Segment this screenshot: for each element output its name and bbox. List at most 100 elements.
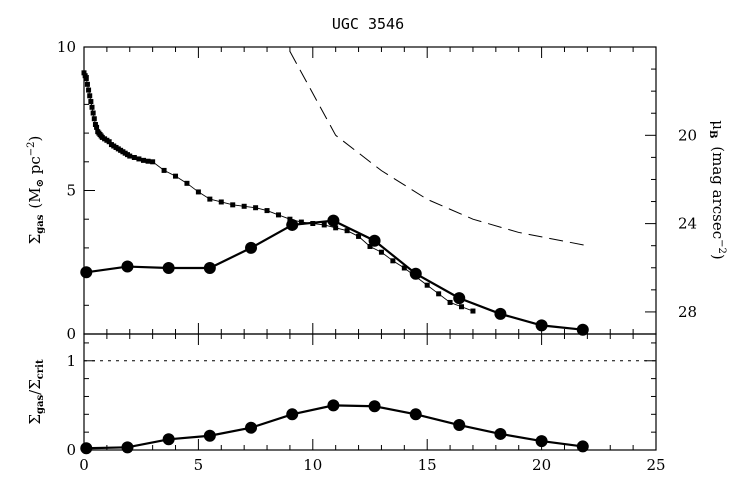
gas-profile-point xyxy=(94,124,100,130)
ratio-point xyxy=(494,427,507,440)
ratio-point xyxy=(245,421,258,434)
gas-profile-point xyxy=(264,208,270,214)
gas-density-point xyxy=(453,292,466,305)
gas-profile-point xyxy=(136,156,142,162)
bottom-panel-frame xyxy=(83,333,657,451)
ratio-point xyxy=(121,441,134,454)
gas-profile-point xyxy=(298,219,304,225)
y-tick-label-bottom: 0 xyxy=(66,441,76,459)
x-tick-label: 25 xyxy=(646,456,665,474)
gas-profile-point xyxy=(310,221,316,227)
gas-density-point xyxy=(80,266,93,279)
gas-profile-point xyxy=(253,205,259,211)
ratio-line xyxy=(86,404,583,450)
gas-profile-point xyxy=(344,228,350,234)
gas-profile-point xyxy=(356,233,362,239)
gas-profile-point xyxy=(470,308,476,314)
gas-profile-point xyxy=(131,154,137,160)
gas-profile-point xyxy=(413,274,419,280)
gas-profile-point xyxy=(86,87,92,93)
gas-profile-point xyxy=(161,167,167,173)
y-tick-label-right: 28 xyxy=(678,303,697,321)
gas-profile-point xyxy=(218,199,224,205)
gas-density-point xyxy=(535,319,548,332)
gas-profile-point xyxy=(84,81,90,87)
gas-profile-point xyxy=(82,73,88,79)
ticks-group xyxy=(83,46,657,451)
tick-labels-group: 0 5 10 15 20 25 0 5 10 20 24 28 0 1 xyxy=(57,38,697,474)
x-tick-label: 10 xyxy=(303,456,322,474)
gas-profile-point xyxy=(207,196,213,202)
gas-profile-point xyxy=(106,139,112,145)
gas-profile-point xyxy=(88,99,94,105)
ratio-point xyxy=(162,433,175,446)
gas-profile-point xyxy=(367,243,373,249)
gas-profile-point xyxy=(459,304,465,310)
gas-profile-point xyxy=(184,180,190,186)
gas-profile-point xyxy=(195,189,201,195)
ratio-point xyxy=(80,442,93,455)
gas-density-point xyxy=(327,214,340,227)
ratio-point xyxy=(453,419,466,432)
gas-profile-point xyxy=(140,157,146,163)
gas-profile-point xyxy=(401,265,407,271)
ratio-point xyxy=(327,399,340,412)
gas-profile-point xyxy=(90,110,96,116)
x-tick-label: 0 xyxy=(79,456,89,474)
top-panel-frame xyxy=(83,46,657,335)
bottom-y-axis-label: Σgas/Σcrit xyxy=(26,359,46,425)
surface-brightness-line xyxy=(289,51,588,247)
gas-density-line xyxy=(86,219,583,331)
gas-density-point xyxy=(245,241,258,254)
gas-profile-point xyxy=(287,216,293,222)
gas-density-point xyxy=(368,234,381,247)
ratio-point xyxy=(203,429,216,442)
y-tick-label-top: 10 xyxy=(57,38,76,56)
x-tick-label: 5 xyxy=(194,456,204,474)
gas-density-point xyxy=(121,260,134,273)
gas-profile-point xyxy=(424,282,430,288)
series-group xyxy=(80,51,656,455)
y-tick-label-top: 0 xyxy=(66,325,76,343)
gas-profile-point xyxy=(81,70,87,76)
gas-profile-point xyxy=(333,225,339,231)
gas-profile-point xyxy=(378,249,384,255)
ratio-point xyxy=(535,435,548,448)
gas-profile-point xyxy=(87,93,93,99)
ratio-point xyxy=(368,400,381,413)
y-tick-label-top: 5 xyxy=(66,182,76,200)
x-tick-label: 20 xyxy=(532,456,551,474)
gas-profile-point xyxy=(91,116,97,122)
gas-profile-point xyxy=(145,158,151,164)
gas-profile-point xyxy=(436,291,442,297)
gas-profile-point xyxy=(127,153,133,159)
top-y-axis-label: Σgas(M⊙ pc−2) xyxy=(26,136,46,245)
gas-density-point xyxy=(409,267,422,280)
gas-density-point xyxy=(494,307,507,320)
ratio-point xyxy=(576,440,589,453)
x-tick-label: 15 xyxy=(418,456,437,474)
gas-profile-point xyxy=(275,212,281,218)
gas-profile-point xyxy=(390,258,396,264)
gas-profile-point xyxy=(150,159,156,165)
gas-profile-point xyxy=(92,121,98,127)
gas-density-point xyxy=(203,261,216,274)
ratio-point xyxy=(286,408,299,421)
gas-profile-point xyxy=(241,203,247,209)
gas-profile-point xyxy=(89,104,95,110)
chart-title: UGC 3546 xyxy=(332,15,404,33)
gas-profile-point xyxy=(83,76,89,82)
y-tick-label-bottom: 1 xyxy=(66,352,76,370)
gas-density-point xyxy=(576,323,589,336)
gas-profile-point xyxy=(173,173,179,179)
gas-profile-point xyxy=(447,299,453,305)
gas-profile-point xyxy=(230,202,236,208)
y-tick-label-right: 20 xyxy=(678,126,697,144)
gas-density-point xyxy=(286,218,299,231)
y-tick-label-right: 24 xyxy=(678,215,697,233)
right-y-axis-label: μB (mag arcsec−2) xyxy=(707,120,727,259)
gas-density-point xyxy=(162,261,175,274)
ratio-point xyxy=(409,408,422,421)
gas-profile-point xyxy=(321,222,327,228)
